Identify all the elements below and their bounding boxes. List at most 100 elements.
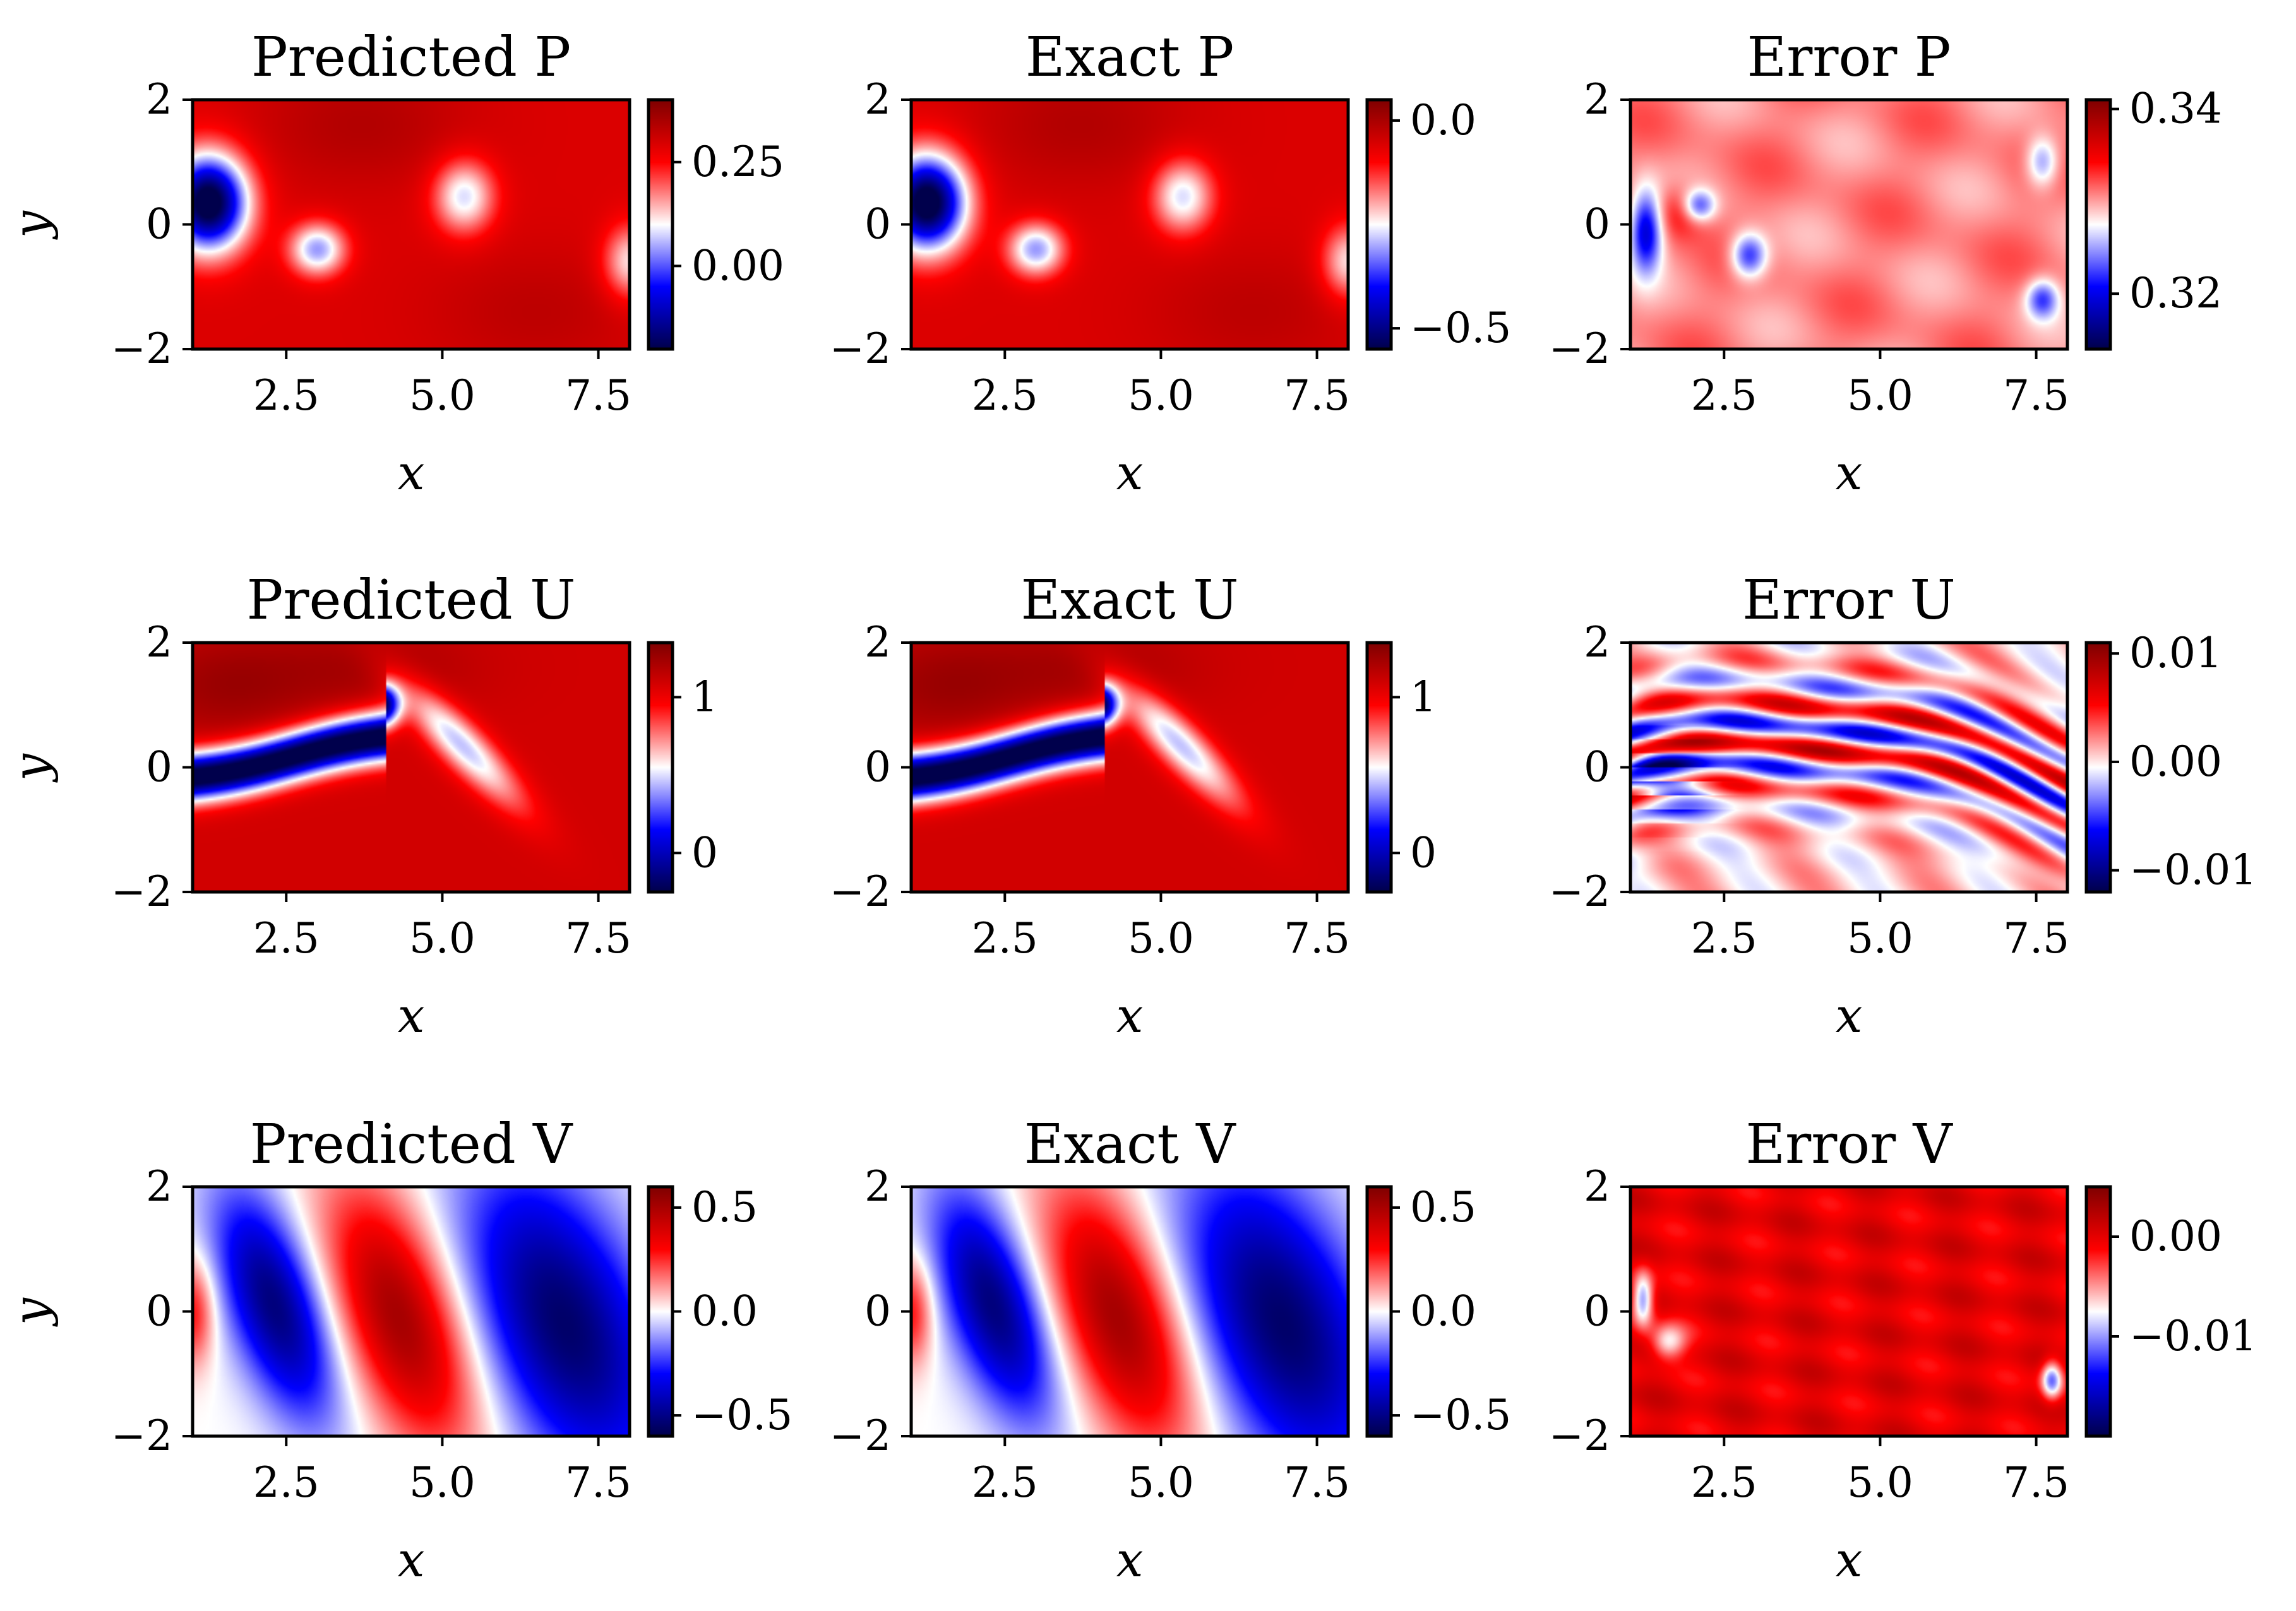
y-tick-label: 2 [864,1162,891,1211]
x-tick-label: 2.5 [972,1458,1038,1507]
heatmap-predicted-v [193,1187,630,1436]
y-tick-label: −2 [830,324,891,373]
x-axis-label: x [1116,1531,1144,1588]
y-tick-label: 0 [864,1287,891,1336]
y-tick-label: 2 [864,618,891,667]
x-tick-label: 5.0 [1847,371,1913,420]
colorbar: 0.00 0.25 [649,100,784,349]
panel-title: Exact P [1025,26,1234,89]
colorbar-gradient [1367,643,1391,892]
colorbar: 01 [649,643,718,892]
x-tick-label: 2.5 [1691,371,1757,420]
y-axis-label: y [3,210,59,240]
y-tick-label: 0 [864,200,891,249]
colorbar-tick-label: 1 [691,672,718,721]
heatmap-error-u [1630,643,2067,892]
colorbar-gradient [2086,1187,2110,1436]
x-axis-label: x [1116,444,1144,501]
colorbar-tick-label: −0.5 [1410,1391,1511,1439]
heatmap-exact-p [911,100,1348,349]
x-axis-label: x [1836,444,1863,501]
x-tick-label: 7.5 [1284,914,1350,963]
heatmap-predicted-u [193,643,630,892]
y-tick-label: −2 [830,867,891,916]
y-tick-label: 2 [1584,75,1610,124]
colorbar-tick-label: 0.0 [1410,96,1476,145]
panel-predicted-p: Predicted P 2.5 5.0 7.5 −2 0 2 x y 0.00 0.25 [3,26,784,501]
colorbar-tick-label: 0.5 [1410,1183,1476,1232]
colorbar-gradient [649,1187,673,1436]
x-tick-label: 5.0 [1847,914,1913,963]
panel-title: Exact U [1020,569,1238,632]
y-tick-label: −2 [1549,867,1610,916]
x-tick-label: 5.0 [1847,1458,1913,1507]
y-tick-label: −2 [111,324,172,373]
x-axis-label: x [398,987,425,1043]
colorbar-gradient [1367,1187,1391,1436]
y-tick-label: −2 [111,867,172,916]
y-tick-label: 0 [146,743,172,792]
figure: Predicted P2.5 5.0 7.5−202xy0.000.25Exact … [0,0,2296,1611]
x-tick-label: 5.0 [1128,914,1194,963]
y-tick-label: −2 [1549,324,1610,373]
colorbar: −0.01 0.00 0.01 [2086,629,2257,894]
colorbar: 01 [1367,643,1437,892]
y-tick-label: 0 [1584,743,1610,792]
panel-predicted-u: Predicted U2.5 5.0 7.5−202xy01 [3,569,718,1043]
colorbar-tick-label: 0.25 [691,138,784,186]
x-tick-label: 5.0 [1128,1458,1194,1507]
colorbar: −0.5 0.0 [1367,96,1511,352]
colorbar-tick-label: 0.00 [2129,1212,2222,1261]
y-tick-label: 2 [146,75,172,124]
y-tick-label: 0 [1584,1287,1610,1336]
colorbar-tick-label: 0.32 [2129,269,2222,318]
colorbar-tick-label: 0.0 [691,1287,758,1336]
colorbar-tick-label: −0.5 [1410,304,1511,352]
y-tick-label: 2 [1584,1162,1610,1211]
x-tick-label: 2.5 [1691,1458,1757,1507]
panel-title: Error U [1742,569,1956,632]
x-tick-label: 7.5 [565,1458,631,1507]
colorbar: −0.5 0.0 0.5 [1367,1183,1511,1439]
heatmap-exact-v [911,1187,1348,1436]
panel-title: Error P [1747,26,1951,89]
x-tick-label: 2.5 [253,914,320,963]
colorbar-tick-label: −0.01 [2129,846,2257,895]
x-tick-label: 7.5 [2003,914,2069,963]
x-tick-label: 7.5 [565,914,631,963]
x-tick-label: 7.5 [1284,1458,1350,1507]
panel-title: Predicted V [250,1113,573,1176]
x-axis-label: x [1836,1531,1863,1588]
colorbar-tick-label: 0.00 [691,241,784,290]
y-tick-label: 2 [1584,618,1610,667]
x-tick-label: 2.5 [253,1458,320,1507]
y-tick-label: 2 [864,75,891,124]
y-axis-label: y [3,753,59,783]
x-tick-label: 5.0 [409,914,475,963]
heatmap-error-p [1630,100,2067,349]
heatmap-exact-u [911,643,1348,892]
colorbar-gradient [2086,643,2110,892]
y-axis-label: y [3,1297,59,1327]
colorbar-tick-label: 0.0 [1410,1287,1476,1336]
panel-title: Error V [1745,1113,1953,1176]
x-tick-label: 2.5 [1691,914,1757,963]
colorbar: −0.01 0.00 [2086,1187,2257,1436]
panel-title: Predicted U [247,569,576,632]
x-axis-label: x [1836,987,1863,1043]
x-axis-label: x [1116,987,1144,1043]
colorbar-tick-label: 0.01 [2129,629,2222,677]
x-tick-label: 5.0 [409,1458,475,1507]
panel-exact-p: Exact P 2.5 5.0 7.5 −2 0 2 x −0.5 0.0 [830,26,1512,501]
colorbar-tick-label: 1 [1410,672,1437,721]
colorbar-gradient [649,643,673,892]
heatmap-predicted-p [193,100,630,349]
colorbar-gradient [649,100,673,349]
y-tick-label: 0 [146,1287,172,1336]
colorbar-gradient [1367,100,1391,349]
colorbar: −0.5 0.0 0.5 [649,1183,792,1439]
y-tick-label: 0 [1584,200,1610,249]
y-tick-label: 0 [146,200,172,249]
colorbar-tick-label: −0.01 [2129,1312,2257,1360]
y-tick-label: 2 [146,1162,172,1211]
